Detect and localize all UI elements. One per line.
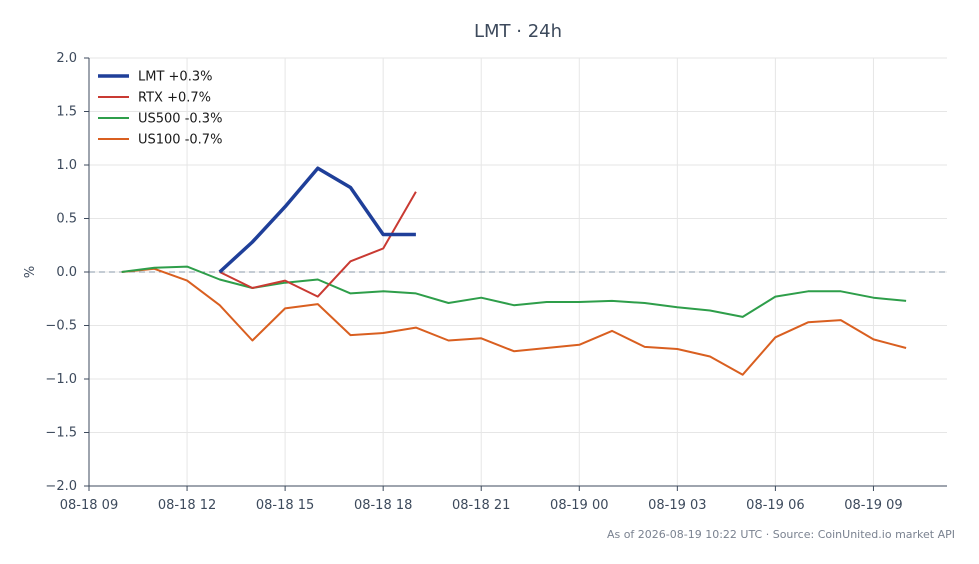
x-tick-label: 08-19 06: [746, 498, 804, 513]
y-tick-label: 1.5: [56, 105, 77, 120]
y-tick-label: 0.5: [56, 212, 77, 227]
x-tick-label: 08-19 00: [550, 498, 608, 513]
legend-label-rtx: RTX +0.7%: [138, 91, 211, 106]
x-tick-label: 08-18 12: [158, 498, 216, 513]
x-tick-label: 08-19 09: [844, 498, 902, 513]
y-tick-label: −0.5: [45, 319, 77, 334]
series-layer: [121, 166, 907, 376]
series-line-lmt: [218, 166, 416, 274]
y-tick-labels: 2.0 1.5 1.0 0.5 0.0 −0.5 −1.0 −1.5 −2.0: [45, 51, 77, 494]
chart-title: LMT · 24h: [474, 21, 562, 42]
series-line-us100: [121, 267, 907, 376]
legend-label-us500: US500 -0.3%: [138, 112, 222, 127]
y-tick-label: 2.0: [56, 51, 77, 66]
y-tick-label: 1.0: [56, 158, 77, 173]
legend: LMT +0.3% RTX +0.7% US500 -0.3% US100 -0.7%: [98, 70, 222, 148]
x-tick-labels: 08-18 09 08-18 12 08-18 15 08-18 18 08-18 21…: [60, 498, 903, 513]
y-tick-label: −1.0: [45, 372, 77, 387]
series-line-us500: [121, 265, 907, 318]
y-axis-label: %: [23, 266, 38, 278]
x-tick-label: 08-18 09: [60, 498, 118, 513]
axes-layer: [84, 57, 947, 491]
y-tick-label: −1.5: [45, 426, 77, 441]
y-tick-label: 0.0: [56, 265, 77, 280]
y-tick-label: −2.0: [45, 479, 77, 494]
x-tick-label: 08-18 15: [256, 498, 314, 513]
legend-label-us100: US100 -0.7%: [138, 133, 222, 148]
series-line-rtx: [219, 191, 417, 298]
x-tick-label: 08-18 18: [354, 498, 412, 513]
footer-note: As of 2026-08-19 10:22 UTC · Source: Coi…: [607, 528, 955, 541]
x-tick-label: 08-19 03: [648, 498, 706, 513]
legend-label-lmt: LMT +0.3%: [138, 70, 212, 85]
x-tick-label: 08-18 21: [452, 498, 510, 513]
